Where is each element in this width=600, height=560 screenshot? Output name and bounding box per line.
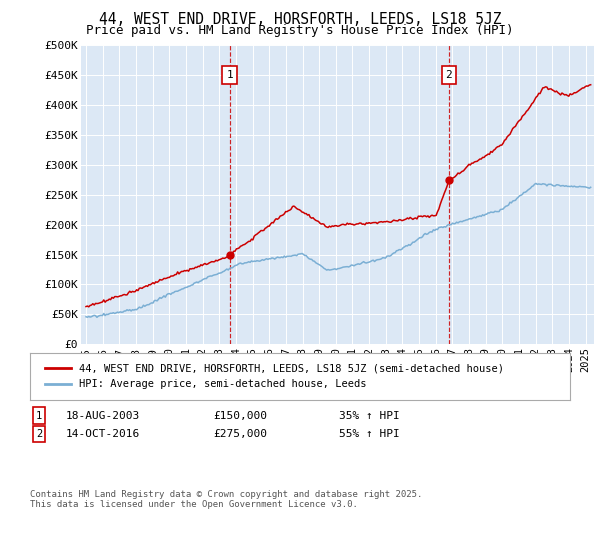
Text: £150,000: £150,000 xyxy=(213,410,267,421)
Text: 14-OCT-2016: 14-OCT-2016 xyxy=(66,429,140,439)
Text: £275,000: £275,000 xyxy=(213,429,267,439)
Text: 35% ↑ HPI: 35% ↑ HPI xyxy=(339,410,400,421)
Text: 18-AUG-2003: 18-AUG-2003 xyxy=(66,410,140,421)
Text: 1: 1 xyxy=(36,410,42,421)
Legend: 44, WEST END DRIVE, HORSFORTH, LEEDS, LS18 5JZ (semi-detached house), HPI: Avera: 44, WEST END DRIVE, HORSFORTH, LEEDS, LS… xyxy=(41,360,508,393)
Text: Price paid vs. HM Land Registry's House Price Index (HPI): Price paid vs. HM Land Registry's House … xyxy=(86,24,514,36)
Text: 55% ↑ HPI: 55% ↑ HPI xyxy=(339,429,400,439)
Text: Contains HM Land Registry data © Crown copyright and database right 2025.
This d: Contains HM Land Registry data © Crown c… xyxy=(30,490,422,510)
Text: 2: 2 xyxy=(36,429,42,439)
Text: 1: 1 xyxy=(226,70,233,80)
Text: 44, WEST END DRIVE, HORSFORTH, LEEDS, LS18 5JZ: 44, WEST END DRIVE, HORSFORTH, LEEDS, LS… xyxy=(99,12,501,27)
Text: 2: 2 xyxy=(446,70,452,80)
